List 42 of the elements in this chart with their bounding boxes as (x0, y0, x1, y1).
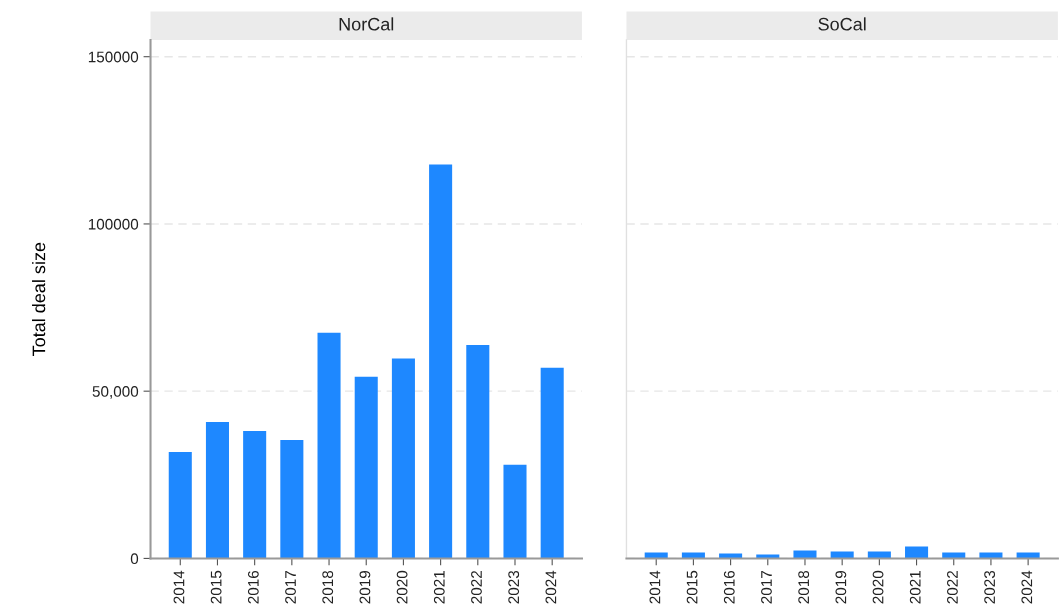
x-tick-label: 2017 (761, 570, 772, 604)
bar (466, 345, 490, 559)
y-tick-label: 150000 (88, 51, 139, 63)
y-tick-label: 50,000 (92, 386, 139, 399)
x-tick-label: 2020 (396, 570, 408, 604)
x-tick-label: 2021 (909, 570, 921, 604)
x-tick-label: 2019 (359, 570, 371, 604)
bar (205, 421, 229, 559)
bar (503, 464, 527, 559)
x-tick-label: 2015 (686, 570, 698, 604)
chart-title: SoCal (818, 17, 866, 31)
x-tick-label: 2018 (322, 570, 334, 604)
x-tick-label: 2017 (285, 570, 296, 604)
bar (391, 358, 415, 559)
y-tick-label: 100000 (88, 218, 139, 230)
x-tick-label: 2023 (508, 570, 520, 604)
x-tick-label: 2015 (210, 570, 222, 604)
x-tick-label: 2014 (173, 570, 185, 604)
x-tick-label: 2021 (433, 570, 445, 604)
chart-title: NorCal (339, 17, 394, 31)
bar (429, 164, 453, 559)
bar (280, 440, 304, 559)
y-tick-label: 0 (130, 553, 139, 565)
x-tick-label: 2020 (872, 570, 884, 604)
bar (243, 430, 267, 559)
x-tick-label: 2016 (247, 570, 259, 604)
bar (317, 332, 341, 559)
x-tick-label: 2024 (1021, 570, 1033, 604)
bar (540, 367, 564, 559)
y-axis-title: Total deal size (32, 242, 46, 356)
bar (354, 376, 378, 559)
x-tick-label: 2018 (798, 570, 810, 604)
x-tick-label: 2014 (649, 570, 661, 604)
x-tick-label: 2022 (947, 570, 958, 604)
bar (168, 452, 192, 559)
x-tick-label: 2019 (835, 570, 847, 604)
x-tick-label: 2023 (984, 570, 996, 604)
x-tick-label: 2022 (471, 570, 482, 604)
bar (793, 550, 817, 559)
x-tick-label: 2016 (723, 570, 735, 604)
x-tick-label: 2024 (545, 570, 557, 604)
bar (905, 546, 929, 559)
